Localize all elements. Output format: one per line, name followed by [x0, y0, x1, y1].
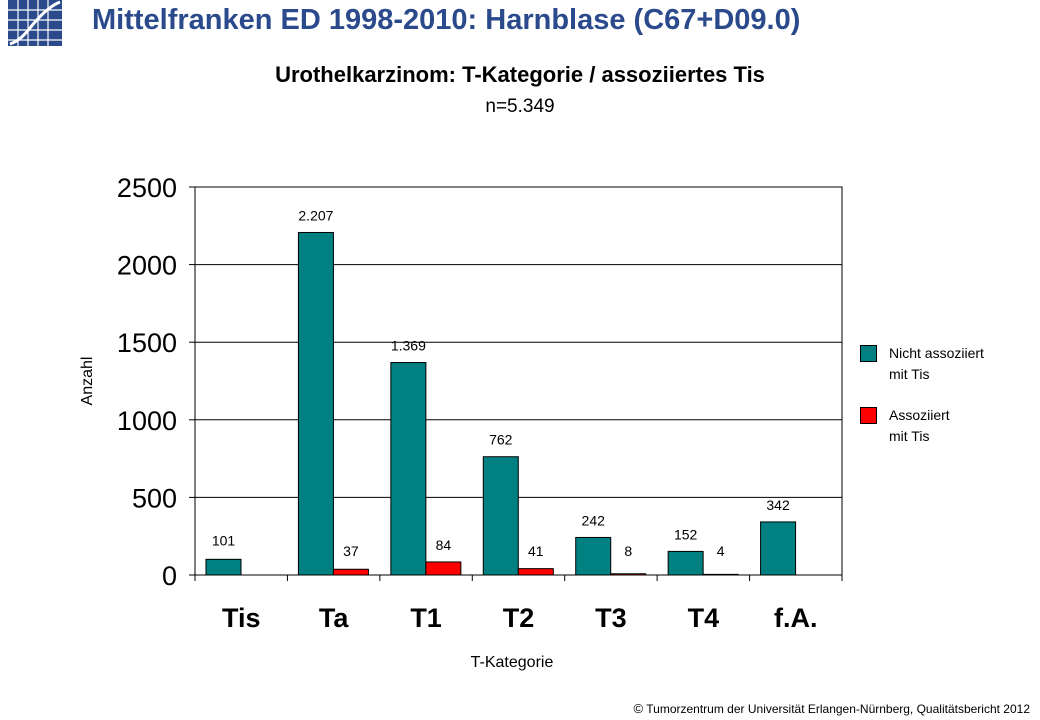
x-tick-label: f.A. [774, 603, 818, 633]
plot-frame [194, 186, 843, 576]
legend-label: Assoziiert mit Tis [889, 407, 950, 444]
copyright-symbol: © [633, 701, 644, 716]
data-label-nicht-assoziiert: 342 [766, 497, 790, 513]
x-tick-label: T2 [503, 603, 535, 633]
legend-swatch [860, 345, 877, 362]
data-label-nicht-assoziiert: 2.207 [298, 207, 333, 223]
y-tick-label: 500 [132, 483, 177, 513]
x-tick-label: Tis [222, 603, 261, 633]
x-tick-label: T1 [410, 603, 442, 633]
legend-label: Nicht assoziiert mit Tis [889, 345, 984, 382]
y-tick-label: 1000 [117, 406, 177, 436]
data-label-nicht-assoziiert: 101 [212, 532, 236, 548]
chart-title: Urothelkarzinom: T-Kategorie / assoziier… [275, 62, 765, 87]
x-tick-label: T4 [688, 603, 720, 633]
footer-text: Tumorzentrum der Universität Erlangen-Nü… [646, 702, 1030, 716]
data-label-assoziiert: 84 [436, 537, 452, 553]
bar-nicht-assoziiert [205, 558, 242, 576]
x-tick-label: Ta [319, 603, 349, 633]
bar-assoziiert [332, 568, 369, 576]
data-label-nicht-assoziiert: 152 [674, 526, 698, 542]
data-label-assoziiert: 37 [343, 543, 359, 559]
y-tick-label: 2000 [117, 251, 177, 281]
data-label-assoziiert: 41 [528, 543, 544, 559]
bar-nicht-assoziiert [297, 231, 334, 576]
y-tick-label: 2500 [117, 173, 177, 203]
legend-item-assoziiert: Assoziiert mit Tis [860, 405, 1035, 467]
data-label-nicht-assoziiert: 762 [489, 432, 513, 448]
data-label-assoziiert: 4 [717, 543, 725, 559]
data-label-nicht-assoziiert: 242 [582, 512, 606, 528]
page-title: Mittelfranken ED 1998-2010: Harnblase (C… [92, 4, 801, 36]
bar-nicht-assoziiert [390, 362, 427, 576]
chart-subtitle: n=5.349 [485, 96, 555, 117]
bar-nicht-assoziiert [760, 521, 797, 576]
x-tick-label: T3 [595, 603, 627, 633]
data-label-nicht-assoziiert: 1.369 [391, 338, 426, 354]
y-axis-label: Anzahl [79, 357, 96, 406]
bar-assoziiert [425, 561, 462, 576]
y-tick-label: 1500 [117, 328, 177, 358]
data-label-assoziiert: 8 [624, 543, 632, 559]
tumorzentrum-logo-icon [8, 0, 62, 46]
bar-assoziiert [517, 568, 554, 576]
y-tick-label: 0 [162, 561, 177, 591]
legend-swatch [860, 407, 877, 424]
footer-credit: © Tumorzentrum der Universität Erlangen-… [634, 701, 1030, 716]
legend-item-nicht-assoziiert: Nicht assoziiert mit Tis [860, 343, 1035, 405]
bar-nicht-assoziiert [667, 550, 704, 576]
x-axis-label: T-Kategorie [471, 654, 554, 671]
bar-nicht-assoziiert [482, 456, 519, 576]
chart-legend: Nicht assoziiert mit Tis Assoziiert mit T… [860, 343, 1035, 467]
bar-nicht-assoziiert [575, 536, 612, 576]
